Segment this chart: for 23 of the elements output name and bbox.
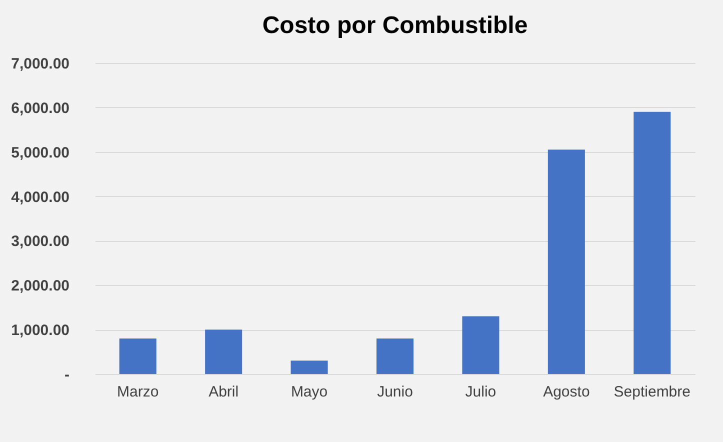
y-tick-label: 7,000.00 xyxy=(11,56,70,72)
y-tick-label: - xyxy=(64,366,70,384)
bar xyxy=(205,330,242,374)
x-tick-label: Septiembre xyxy=(614,384,690,400)
chart-title: Costo por Combustible xyxy=(262,12,528,39)
bar xyxy=(290,360,328,374)
y-tick-label: 5,000.00 xyxy=(11,144,70,162)
bar xyxy=(462,316,500,374)
y-tick-label: 4,000.00 xyxy=(11,188,70,206)
bar xyxy=(548,150,585,374)
y-tick-label: 3,000.00 xyxy=(11,233,70,250)
x-tick-label: Agosto xyxy=(543,384,590,400)
x-tick-label: Abril xyxy=(208,384,239,400)
y-tick-label: 6,000.00 xyxy=(11,100,70,117)
bar xyxy=(634,112,671,374)
y-tick-label: 1,000.00 xyxy=(11,322,70,340)
x-tick-label: Junio xyxy=(377,384,413,400)
x-tick-label: Mayo xyxy=(290,384,328,400)
bar xyxy=(376,338,414,374)
x-tick-label: Marzo xyxy=(117,384,159,400)
x-tick-label: Julio xyxy=(465,384,496,400)
bar xyxy=(119,338,156,374)
y-tick-label: 2,000.00 xyxy=(11,278,70,295)
